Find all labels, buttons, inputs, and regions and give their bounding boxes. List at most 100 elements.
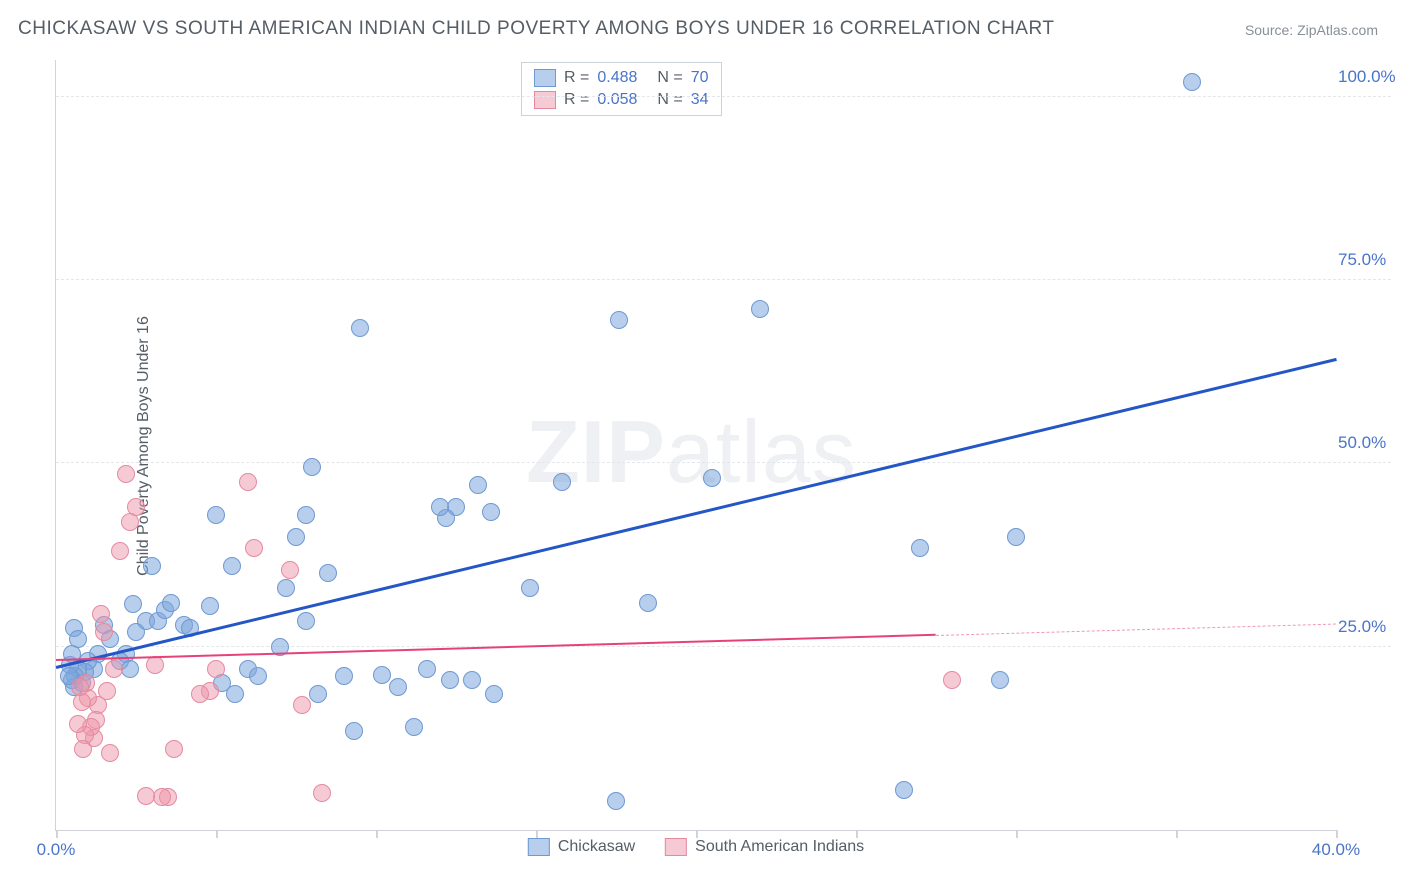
data-point	[281, 561, 299, 579]
data-point	[607, 792, 625, 810]
data-point	[165, 740, 183, 758]
data-point	[143, 557, 161, 575]
x-tick	[376, 830, 378, 838]
data-point	[389, 678, 407, 696]
series-name: Chickasaw	[558, 838, 635, 856]
data-point	[287, 528, 305, 546]
data-point	[751, 300, 769, 318]
data-point	[485, 685, 503, 703]
data-point	[105, 660, 123, 678]
data-point	[201, 597, 219, 615]
data-point	[74, 740, 92, 758]
series-legend: Chickasaw South American Indians	[528, 838, 864, 856]
data-point	[69, 715, 87, 733]
watermark-atlas: atlas	[666, 402, 857, 501]
y-tick-label: 50.0%	[1338, 433, 1398, 453]
data-point	[639, 594, 657, 612]
legend-swatch	[534, 69, 556, 87]
data-point	[418, 660, 436, 678]
data-point	[277, 579, 295, 597]
legend-row: R =0.058N =34	[534, 89, 709, 111]
chart-title: CHICKASAW VS SOUTH AMERICAN INDIAN CHILD…	[18, 18, 1054, 40]
x-tick	[536, 830, 538, 838]
legend-swatch	[528, 838, 550, 856]
legend-r-value: 0.488	[597, 69, 637, 87]
x-tick	[1336, 830, 1338, 838]
legend-row: R =0.488N =70	[534, 67, 709, 89]
data-point	[335, 667, 353, 685]
x-tick-label: 40.0%	[1312, 840, 1360, 860]
data-point	[313, 784, 331, 802]
y-tick-label: 75.0%	[1338, 250, 1398, 270]
data-point	[463, 671, 481, 689]
data-point	[482, 503, 500, 521]
data-point	[1007, 528, 1025, 546]
data-point	[309, 685, 327, 703]
data-point	[351, 319, 369, 337]
data-point	[137, 787, 155, 805]
series-legend-item: Chickasaw	[528, 838, 635, 856]
source-label: Source: ZipAtlas.com	[1245, 22, 1378, 38]
data-point	[703, 469, 721, 487]
data-point	[226, 685, 244, 703]
data-point	[319, 564, 337, 582]
gridline	[56, 96, 1391, 97]
data-point	[71, 678, 89, 696]
data-point	[101, 744, 119, 762]
legend-n-label: N =	[657, 69, 682, 87]
legend-n-label: N =	[657, 91, 682, 109]
data-point	[293, 696, 311, 714]
legend-r-label: R =	[564, 69, 589, 87]
data-point	[153, 788, 171, 806]
data-point	[895, 781, 913, 799]
data-point	[345, 722, 363, 740]
data-point	[245, 539, 263, 557]
data-point	[121, 513, 139, 531]
x-tick	[216, 830, 218, 838]
data-point	[121, 660, 139, 678]
regression-line	[56, 634, 936, 662]
data-point	[943, 671, 961, 689]
y-tick-label: 100.0%	[1338, 67, 1398, 87]
x-tick	[1016, 830, 1018, 838]
data-point	[239, 473, 257, 491]
regression-line	[936, 624, 1336, 636]
regression-line	[56, 358, 1337, 669]
data-point	[303, 458, 321, 476]
x-tick-label: 0.0%	[37, 840, 76, 860]
series-name: South American Indians	[695, 838, 864, 856]
correlation-legend: R =0.488N =70R =0.058N =34	[521, 62, 722, 116]
legend-swatch	[534, 91, 556, 109]
x-tick	[696, 830, 698, 838]
data-point	[92, 605, 110, 623]
x-tick	[56, 830, 58, 838]
data-point	[610, 311, 628, 329]
data-point	[991, 671, 1009, 689]
data-point	[911, 539, 929, 557]
series-legend-item: South American Indians	[665, 838, 864, 856]
watermark-zip: ZIP	[526, 402, 666, 501]
data-point	[373, 666, 391, 684]
data-point	[1183, 73, 1201, 91]
data-point	[297, 612, 315, 630]
legend-r-value: 0.058	[597, 91, 637, 109]
data-point	[223, 557, 241, 575]
y-tick-label: 25.0%	[1338, 617, 1398, 637]
data-point	[431, 498, 449, 516]
data-point	[469, 476, 487, 494]
x-tick	[1176, 830, 1178, 838]
data-point	[117, 465, 135, 483]
data-point	[297, 506, 315, 524]
data-point	[111, 542, 129, 560]
data-point	[191, 685, 209, 703]
data-point	[405, 718, 423, 736]
gridline	[56, 646, 1391, 647]
legend-swatch	[665, 838, 687, 856]
legend-r-label: R =	[564, 91, 589, 109]
data-point	[553, 473, 571, 491]
data-point	[249, 667, 267, 685]
data-point	[124, 595, 142, 613]
data-point	[521, 579, 539, 597]
gridline	[56, 462, 1391, 463]
data-point	[69, 630, 87, 648]
